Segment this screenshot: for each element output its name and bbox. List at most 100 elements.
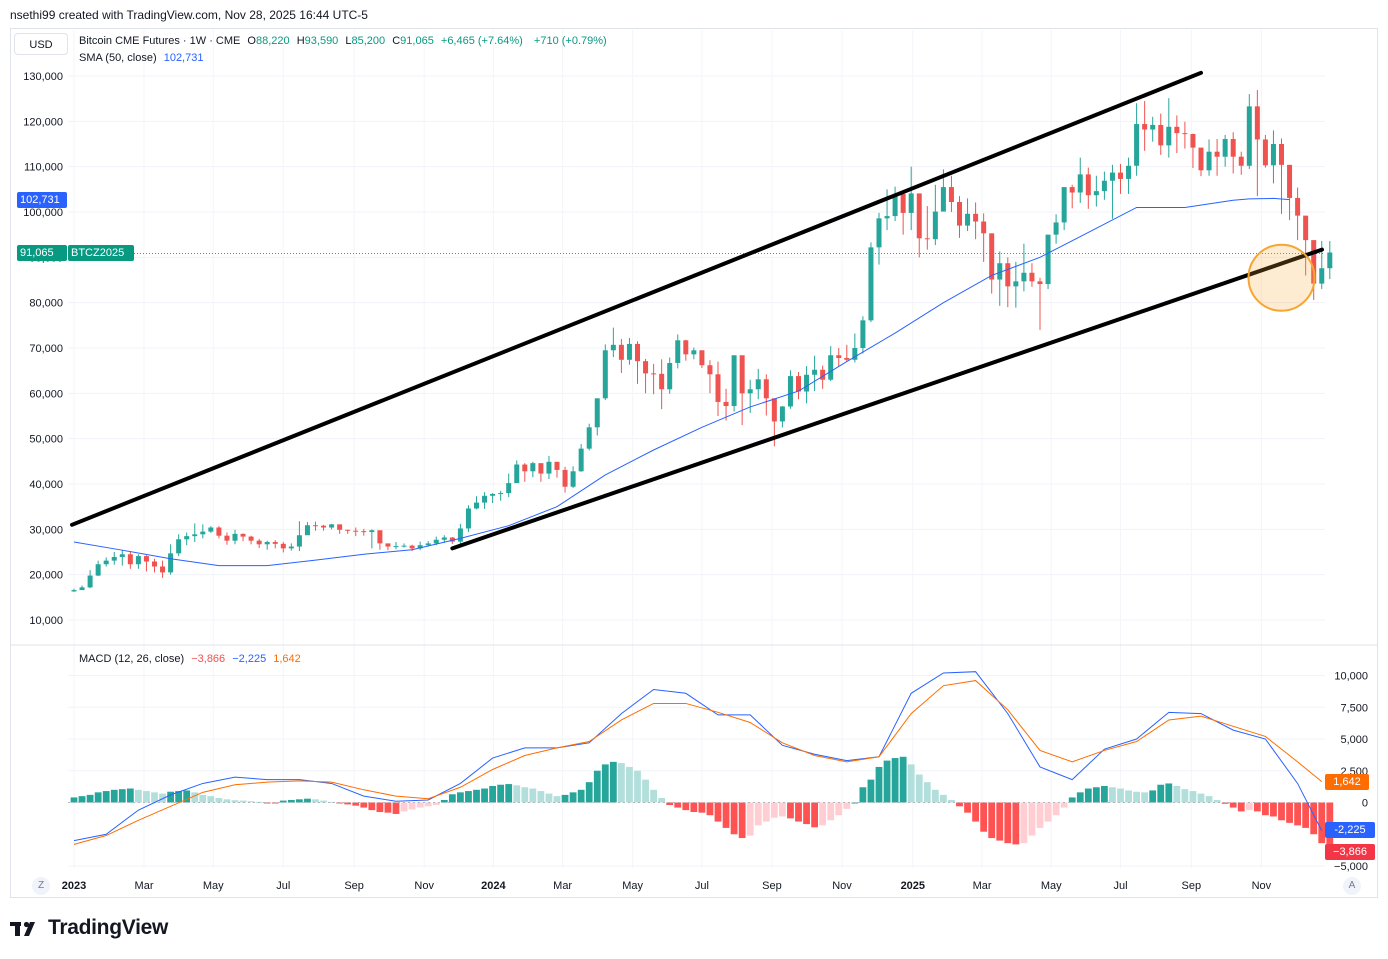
auto-scale-button[interactable]: A (1343, 877, 1361, 895)
candle (304, 522, 310, 536)
candle-body (924, 238, 930, 240)
candle (626, 338, 632, 365)
candle (739, 355, 745, 426)
histogram-bar (1294, 802, 1301, 826)
candle-body (272, 542, 278, 544)
sma-legend[interactable]: SMA (50, close) 102,731 (79, 52, 203, 64)
candle-body (232, 533, 238, 541)
time-tick-label: Nov (414, 880, 434, 892)
time-tick-label: Nov (832, 880, 852, 892)
tradingview-logo[interactable]: TradingView (10, 916, 168, 940)
histogram-bar (754, 802, 762, 826)
candle-body (1101, 180, 1107, 192)
candle-body (1262, 139, 1268, 166)
price-tick-label: 100,000 (23, 207, 63, 219)
histogram-bar (1020, 802, 1028, 844)
histogram-bar (867, 779, 875, 803)
candle-body (1190, 134, 1196, 148)
candle-body (796, 376, 801, 392)
histogram-bar (537, 791, 545, 803)
candle-body (79, 587, 85, 591)
signal-line (73, 680, 1323, 845)
candle-body (152, 561, 157, 567)
candle-body (160, 566, 166, 573)
candle-body (1230, 139, 1236, 157)
candle-body (997, 263, 1003, 280)
histogram-bar (561, 794, 569, 803)
histogram-bar (762, 802, 770, 822)
candle (683, 339, 689, 361)
candle-body (900, 193, 906, 213)
symbol-name: Bitcoin CME Futures · 1W · CME (79, 35, 241, 47)
candle (731, 355, 737, 412)
candle (296, 521, 302, 552)
candle-body (248, 536, 254, 541)
candle (594, 398, 600, 436)
close-label: C (392, 35, 401, 47)
sma-line (73, 197, 1290, 567)
candle-body (1254, 106, 1260, 140)
candle (860, 316, 866, 354)
histogram-bar (883, 760, 891, 803)
time-tick-label: Mar (973, 880, 992, 892)
candle-body (482, 495, 488, 503)
candle-body (908, 193, 914, 213)
candle (192, 523, 198, 543)
candle-body (71, 590, 77, 592)
candle-body (643, 361, 649, 374)
candle (1230, 132, 1236, 174)
low-label: L (345, 35, 352, 47)
candle (280, 542, 286, 553)
histogram-bar (183, 790, 191, 803)
candle-body (498, 493, 504, 495)
macd-legend[interactable]: MACD (12, 26, close) −3,866 −2,225 1,642 (79, 653, 301, 665)
candle (514, 460, 520, 484)
candle-body (184, 536, 190, 540)
candle-body (385, 543, 391, 547)
histogram-bar (513, 785, 521, 803)
histogram-bar (948, 799, 955, 803)
sma-price-tag: 102,731 (17, 192, 67, 208)
candle-body (787, 376, 793, 407)
candle (796, 372, 801, 400)
candle (981, 213, 987, 262)
candle (586, 423, 592, 451)
candle-body (1142, 124, 1148, 130)
candle (288, 543, 294, 551)
zoom-button[interactable]: Z (32, 877, 50, 895)
candle (393, 542, 399, 550)
candle-body (723, 401, 729, 407)
candle-body (602, 350, 608, 399)
candle (256, 538, 262, 548)
candle-body (965, 213, 971, 226)
candle-body (610, 344, 616, 351)
candle (707, 360, 713, 394)
sma-legend-label: SMA (50, close) (79, 52, 157, 64)
candle (635, 341, 640, 384)
histogram-bar (1125, 790, 1132, 803)
candle-body (868, 247, 874, 321)
chart-attribution: nsethi99 created with TradingView.com, N… (10, 8, 368, 22)
macd-tick-label: 7,500 (1340, 702, 1368, 714)
brand-name: TradingView (48, 916, 169, 939)
candle (490, 493, 496, 504)
channel-lower-line (450, 247, 1324, 551)
candle (474, 496, 479, 510)
candle (948, 175, 954, 212)
histogram-bar (795, 802, 802, 822)
candle (546, 455, 552, 480)
candle (578, 444, 584, 472)
candle (272, 540, 278, 549)
histogram-bar (1286, 802, 1293, 823)
candle (1174, 115, 1180, 154)
histogram-bar (899, 756, 907, 803)
candle (498, 490, 504, 501)
candle-body (554, 461, 560, 470)
histogram-bar (1117, 788, 1124, 803)
candle-body (876, 218, 882, 248)
candle-body (441, 537, 447, 540)
candle-body (546, 461, 552, 474)
candle-body (1295, 197, 1301, 216)
currency-button[interactable]: USD (14, 33, 68, 55)
